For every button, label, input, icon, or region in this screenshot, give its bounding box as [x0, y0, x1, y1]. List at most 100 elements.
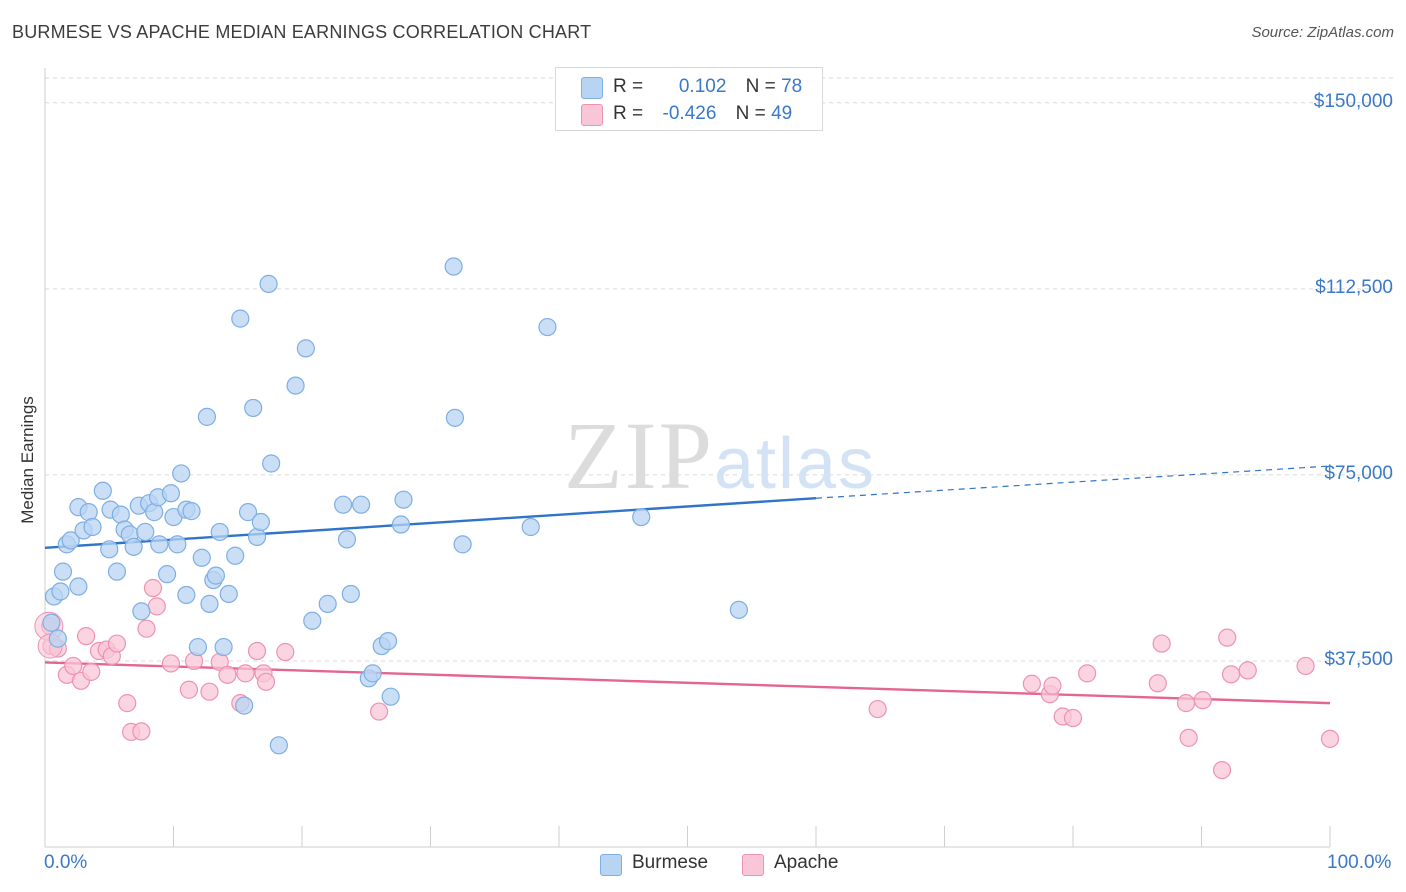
source-label: Source: ZipAtlas.com: [1251, 24, 1394, 41]
burmese-point: [136, 522, 155, 542]
burmese-point: [363, 664, 382, 683]
apache-swatch: [581, 104, 603, 126]
burmese-point: [111, 505, 130, 524]
burmese-point: [247, 527, 267, 547]
apache-point: [1078, 664, 1097, 683]
burmese-point: [83, 517, 102, 537]
apache-point: [132, 722, 151, 741]
burmese-point: [381, 687, 400, 706]
burmese-point: [161, 484, 181, 503]
apache-point: [1022, 674, 1041, 693]
apache-point: [1193, 691, 1212, 710]
burmese-point: [188, 637, 208, 657]
axes: [44, 68, 1331, 848]
burmese-point: [538, 317, 557, 337]
apache-point: [1152, 634, 1171, 653]
burmese-point: [206, 566, 226, 585]
burmese-swatch: [600, 854, 622, 876]
apache-point: [77, 627, 96, 646]
legend-n-label: N =: [745, 76, 776, 97]
burmese-point: [182, 502, 201, 521]
bottom-legend-label-burmese: Burmese: [632, 852, 709, 873]
burmese-point: [259, 274, 278, 293]
burmese-point: [337, 530, 357, 549]
burmese-point: [192, 548, 211, 567]
apache-point: [1296, 656, 1315, 676]
burmese-point: [269, 736, 288, 755]
apache-point: [1148, 674, 1167, 693]
burmese-point: [729, 600, 749, 619]
apache-point: [256, 672, 276, 691]
burmese-point: [53, 562, 73, 581]
y-tick-label: $112,500: [1315, 276, 1393, 298]
apache-point: [137, 619, 156, 638]
apache-point: [276, 642, 295, 662]
chart-title: BURMESE VS APACHE MEDIAN EARNINGS CORREL…: [12, 22, 592, 42]
watermark: ZIPatlas: [564, 402, 876, 509]
apache-point: [1063, 708, 1083, 728]
burmese-point: [296, 339, 315, 358]
legend-n-label: N =: [735, 103, 766, 124]
apache-point: [82, 662, 101, 681]
burmese-point: [391, 515, 411, 534]
burmese-point: [61, 531, 80, 550]
apache-points: [34, 578, 1340, 780]
burmese-point: [318, 594, 337, 613]
burmese-point: [197, 407, 217, 426]
burmese-point: [521, 517, 540, 537]
burmese-point: [352, 495, 371, 514]
apache-point: [118, 694, 137, 713]
burmese-trend-extension: [815, 465, 1331, 499]
burmese-point: [238, 503, 258, 522]
burmese-point: [69, 577, 88, 596]
burmese-point: [210, 522, 229, 542]
apache-point: [218, 665, 237, 684]
apache-point: [868, 699, 887, 719]
burmese-point: [303, 611, 322, 630]
apache-point: [1320, 729, 1340, 748]
legend-r-label: R =: [613, 76, 644, 97]
legend-r-label: R =: [613, 103, 644, 124]
burmese-point: [51, 582, 70, 601]
burmese-point: [150, 535, 169, 554]
burmese-point: [334, 495, 353, 514]
burmese-point: [42, 613, 61, 632]
apache-point: [179, 680, 199, 699]
apache-point: [147, 597, 166, 616]
burmese-point: [177, 585, 196, 605]
burmese-point: [48, 629, 67, 648]
burmese-point: [219, 584, 238, 604]
legend-n-value-burmese: 78: [781, 76, 803, 97]
apache-point: [1179, 728, 1198, 747]
burmese-point: [93, 481, 112, 500]
apache-point: [143, 578, 163, 598]
burmese-point: [231, 309, 250, 328]
burmese-point: [124, 537, 143, 556]
burmese-point: [394, 490, 413, 509]
burmese-point: [244, 398, 263, 418]
burmese-point: [79, 503, 98, 522]
burmese-point: [378, 632, 398, 651]
apache-point: [1212, 760, 1232, 780]
apache-point: [1238, 661, 1257, 680]
y-tick-label: $75,000: [1324, 462, 1393, 484]
burmese-point: [286, 376, 305, 395]
burmese-point: [107, 562, 127, 581]
burmese-point: [100, 540, 119, 559]
burmese-point: [200, 594, 219, 613]
burmese-swatch: [581, 77, 603, 99]
apache-point: [370, 702, 389, 721]
burmese-point: [132, 602, 151, 621]
apache-point: [1043, 676, 1062, 695]
burmese-point: [157, 565, 177, 584]
burmese-point: [445, 408, 465, 427]
y-tick-label: $37,500: [1324, 648, 1393, 670]
apache-swatch: [742, 854, 764, 876]
x-tick-label-max: 100.0%: [1327, 852, 1392, 873]
correlation-legend: R = 0.102 N = 78 R = -0.426 N = 49: [555, 67, 823, 131]
burmese-point: [444, 257, 463, 276]
apache-point: [64, 656, 83, 676]
apache-point: [200, 682, 219, 701]
apache-point: [1218, 628, 1237, 647]
